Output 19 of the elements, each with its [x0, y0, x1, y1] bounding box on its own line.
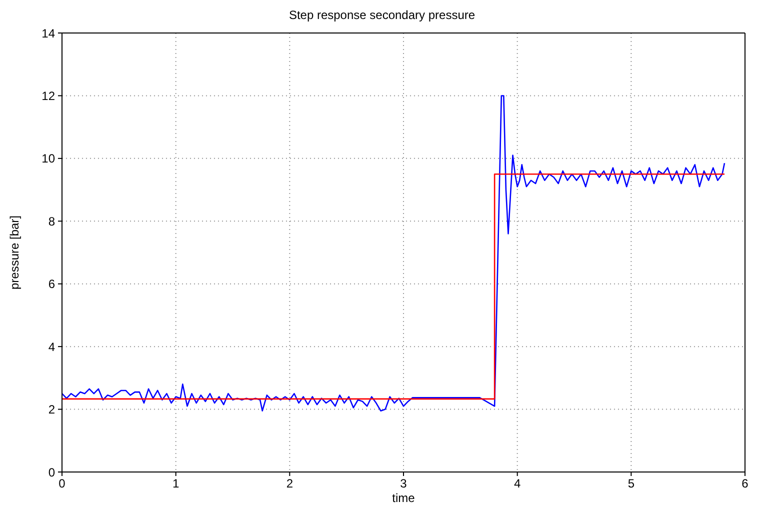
x-tick-label: 6: [742, 476, 749, 491]
line-series: [62, 95, 726, 412]
x-tick-label: 3: [400, 476, 408, 491]
x-tick-label: 2: [286, 476, 294, 491]
x-tick-label: 0: [58, 476, 66, 491]
y-axis-title: pressure [bar]: [7, 215, 22, 290]
y-tick-label: 4: [48, 340, 56, 354]
y-tick-label: 0: [48, 465, 56, 480]
y-tick-label: 8: [48, 214, 56, 228]
y-tick-label: 10: [42, 152, 56, 166]
y-tick-label: 14: [42, 26, 56, 40]
y-tick-label: 12: [42, 88, 56, 103]
x-axis-title: time: [392, 491, 416, 505]
x-tick-label: 5: [628, 476, 635, 491]
y-tick-label: 2: [48, 402, 56, 417]
x-tick-label: 1: [172, 476, 180, 491]
y-tick-label: 6: [48, 277, 56, 292]
chart-title: Step response secondary pressure: [288, 8, 476, 22]
x-tick-label: 4: [514, 476, 521, 491]
